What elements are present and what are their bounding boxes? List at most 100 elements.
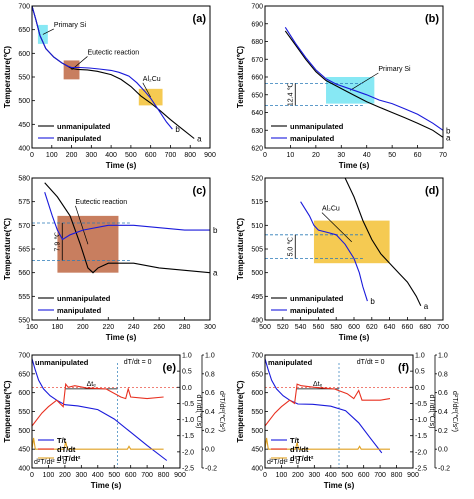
series-end-label-a-1: b [175, 125, 180, 134]
y3tick-label-f-4: 0.6 [438, 390, 448, 397]
xtick-label-b-2: 20 [312, 152, 320, 159]
x-label-a: Time (s) [106, 161, 137, 170]
x-label-c: Time (s) [106, 333, 137, 342]
series-line-c-0 [44, 182, 211, 274]
xtick-label-c-6: 280 [179, 324, 191, 331]
y3-label-f: d²T/dt²(℃/s²) [451, 391, 458, 432]
xtick-label-c-1: 180 [52, 324, 64, 331]
panel-label-b: (b) [425, 13, 439, 25]
xtick-label-e-2: 200 [59, 472, 71, 479]
y2tick-label-e-6: 0.5 [182, 369, 192, 376]
ytick-label-e-5: 650 [18, 371, 30, 378]
ytick-label-f-1: 450 [251, 447, 263, 454]
interval-label-f: Δtₑ [313, 381, 323, 388]
xtick-label-f-1: 100 [276, 472, 288, 479]
xtick-label-f-6: 600 [358, 472, 370, 479]
series-line-e-0 [31, 358, 168, 461]
xtick-label-d-9: 680 [419, 324, 431, 331]
y3-label-e: d²T/dt²(℃/s²) [218, 391, 225, 432]
xtick-label-b-1: 10 [287, 152, 295, 159]
y2tick-label-e-2: -1.5 [182, 433, 194, 440]
xtick-label-c-4: 240 [128, 324, 140, 331]
y-label-a: Temperature(℃) [3, 46, 12, 109]
legend-d: unmanipulated manipulated [271, 294, 344, 315]
xtick-label-e-1: 100 [43, 472, 55, 479]
ytick-label-a-0: 400 [18, 146, 30, 153]
y2tick-label-f-6: 0.5 [415, 369, 425, 376]
xtick-label-a-6: 600 [145, 152, 157, 159]
y-label-e: Temperature(℃) [3, 380, 12, 443]
y2tick-label-e-3: -1.0 [182, 417, 194, 424]
xtick-label-d-4: 580 [330, 324, 342, 331]
ytick-label-e-1: 450 [18, 447, 30, 454]
xtick-label-a-0: 0 [30, 152, 34, 159]
legend-label-d-0: unmanipulated [290, 294, 344, 303]
y2tick-label-e-0: -2.5 [182, 466, 194, 473]
annotation-e-0: dT/dt = 0 [124, 359, 152, 366]
pointer-b-0 [350, 72, 379, 91]
y2tick-label-f-4: -0.5 [415, 401, 427, 408]
pointer-c-0 [75, 205, 89, 245]
y2tick-label-f-7: 1.0 [415, 353, 425, 360]
panel-b: Primary Si 12.4 ℃ ab 0 10 20 30 40 50 60 70 620 630 6… [236, 4, 451, 171]
legend-label-c-0: unmanipulated [57, 294, 111, 303]
legend-b: unmanipulated manipulated [271, 122, 344, 143]
ytick-label-e-4: 600 [18, 390, 30, 397]
y3tick-label-f-2: 0.2 [438, 428, 448, 435]
panel-c: Eutectic reaction 7.9 ℃ a b 160 180 200 220 240 2… [3, 176, 218, 343]
y2tick-label-f-2: -1.5 [415, 433, 427, 440]
pointer-a-2 [142, 82, 151, 98]
ytick-label-a-2: 500 [18, 98, 30, 105]
ytick-label-d-6: 520 [251, 176, 263, 183]
ytick-label-c-3: 565 [18, 247, 30, 254]
series-line-d-1 [300, 201, 368, 302]
xtick-label-a-8: 800 [184, 152, 196, 159]
annotation-b-0: Primary Si [378, 66, 411, 73]
x-label-b: Time (s) [339, 161, 370, 170]
panel-title-e: unmanipulated [35, 358, 89, 367]
pointer-a-0 [42, 28, 54, 35]
ytick-label-a-1: 450 [18, 122, 30, 129]
ytick-label-b-8: 700 [251, 4, 263, 11]
y-label-b: Temperature(℃) [236, 46, 245, 109]
y3tick-label-f-0: -0.2 [438, 466, 450, 473]
annotation-f-2: d²T/dt² = 0 [267, 459, 300, 466]
y-label-c: Temperature(℃) [3, 218, 12, 281]
y3tick-label-e-0: -0.2 [205, 466, 217, 473]
ytick-label-b-3: 650 [251, 92, 263, 99]
ytick-label-a-4: 600 [18, 51, 30, 58]
xtick-label-d-5: 600 [348, 324, 360, 331]
ytick-label-d-3: 505 [251, 247, 263, 254]
interval-label-e: Δtₑ [87, 381, 97, 388]
xtick-label-e-8: 800 [158, 472, 170, 479]
ytick-label-c-1: 555 [18, 294, 30, 301]
xtick-label-b-4: 40 [363, 152, 371, 159]
y2tick-label-e-4: -0.5 [182, 401, 194, 408]
y3tick-label-e-4: 0.6 [205, 390, 215, 397]
xtick-label-b-5: 50 [388, 152, 396, 159]
series-line-b-0 [284, 30, 444, 138]
series-end-label-d-1: b [370, 297, 375, 306]
xtick-label-a-4: 400 [105, 152, 117, 159]
xtick-label-c-3: 220 [102, 324, 114, 331]
panel-label-e: (e) [163, 362, 177, 374]
ytick-label-e-3: 550 [18, 409, 30, 416]
series-line-e-1 [31, 382, 164, 427]
xtick-label-e-0: 0 [30, 472, 34, 479]
legend-label-d-1: manipulated [290, 306, 335, 315]
legend-label-f-2: d²T/dt² [290, 454, 314, 463]
xtick-label-a-3: 300 [85, 152, 97, 159]
ytick-label-e-2: 500 [18, 428, 30, 435]
legend-label-e-0: T/t [57, 436, 67, 445]
ytick-label-f-2: 500 [251, 428, 263, 435]
legend-label-f-1: dT/dt [290, 445, 309, 454]
xtick-label-e-6: 600 [125, 472, 137, 479]
panel-e: dT/dt = 0 Δtₑ d²T/dt² = 00 100 200 300 400 500 6… [3, 353, 225, 491]
series-line-d-0 [344, 177, 422, 307]
xtick-label-a-7: 700 [165, 152, 177, 159]
y3tick-label-e-5: 0.8 [205, 371, 215, 378]
series-end-label-c-1: b [213, 226, 218, 235]
xtick-label-c-0: 160 [26, 324, 38, 331]
